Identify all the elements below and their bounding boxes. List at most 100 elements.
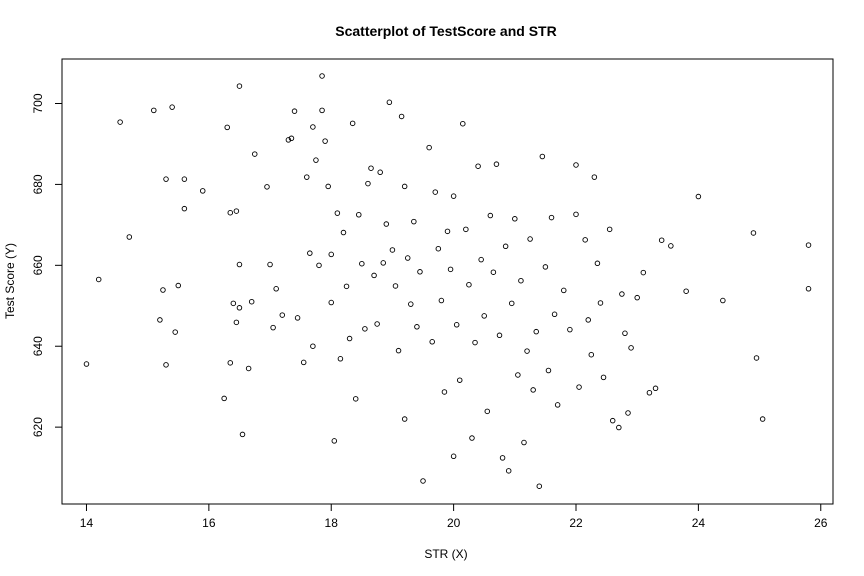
scatter-point xyxy=(533,328,539,335)
scatter-point xyxy=(285,137,292,143)
data-points xyxy=(83,73,812,489)
scatter-point xyxy=(398,113,405,120)
scatter-point xyxy=(646,390,653,396)
scatter-point xyxy=(481,313,487,319)
scatter-point xyxy=(227,209,234,216)
x-tick-label: 26 xyxy=(814,516,828,530)
scatter-point xyxy=(591,174,598,180)
scatter-point xyxy=(475,163,481,169)
y-tick-label: 660 xyxy=(31,255,45,275)
scatter-point xyxy=(460,120,466,127)
scatter-point xyxy=(668,243,674,249)
scatter-point xyxy=(447,266,454,273)
scatter-point xyxy=(539,153,546,160)
scatter-point xyxy=(456,377,463,383)
scatter-point xyxy=(805,242,812,248)
scatter-point xyxy=(420,478,426,484)
scatter-point xyxy=(365,180,371,187)
scatter-point xyxy=(469,435,475,441)
scatter-point xyxy=(622,330,628,337)
scatter-point xyxy=(450,453,457,460)
scatter-point xyxy=(426,144,432,151)
scatter-point xyxy=(441,389,448,395)
scatter-point xyxy=(463,226,469,233)
scatter-point xyxy=(334,210,341,216)
scatter-point xyxy=(273,286,279,292)
scatter-point xyxy=(374,321,380,327)
x-tick-label: 14 xyxy=(80,516,94,530)
scatter-point xyxy=(588,351,595,358)
scatter-point xyxy=(438,297,445,304)
scatter-point xyxy=(609,417,616,424)
scatter-point xyxy=(395,347,402,354)
scatter-point xyxy=(270,324,276,331)
scatter-point xyxy=(236,305,243,311)
scatter-point xyxy=(356,211,362,218)
plot-frame xyxy=(61,58,834,505)
scatter-point xyxy=(432,189,439,195)
scatter-point xyxy=(325,183,331,190)
scatter-point xyxy=(625,410,631,416)
scatter-point xyxy=(450,193,457,199)
x-tick-label: 20 xyxy=(447,516,461,530)
scatter-point xyxy=(521,439,527,446)
scatter-point xyxy=(505,468,512,474)
x-tick-label: 18 xyxy=(325,516,339,530)
scatter-point xyxy=(573,162,579,168)
scatter-point xyxy=(582,237,588,243)
scatter-point xyxy=(151,107,157,114)
scatter-point xyxy=(172,329,178,335)
scatter-point xyxy=(453,322,460,328)
scatter-point xyxy=(417,269,423,275)
scatter-point xyxy=(606,226,613,233)
scatter-point xyxy=(239,431,246,438)
scatter-point xyxy=(117,119,123,125)
scatter-point xyxy=(175,282,182,289)
scatter-point xyxy=(414,324,420,330)
scatter-point xyxy=(634,294,640,301)
scatter-point xyxy=(502,243,509,250)
scatter-point xyxy=(576,384,582,390)
y-tick-label: 620 xyxy=(31,417,45,437)
scatter-point xyxy=(524,348,530,354)
scatter-point xyxy=(380,260,387,266)
scatter-point xyxy=(567,326,573,333)
scatter-point xyxy=(435,245,442,252)
scatter-point xyxy=(392,283,399,289)
scatter-point xyxy=(267,261,273,268)
scatter-point xyxy=(221,395,227,402)
scatter-point xyxy=(163,176,169,182)
scatter-point xyxy=(310,343,316,349)
x-axis: 14 16 18 20 22 24 26 xyxy=(80,504,828,530)
scatter-point xyxy=(652,385,659,392)
scatter-point xyxy=(499,455,506,461)
scatter-point xyxy=(181,205,188,212)
scatter-point xyxy=(331,438,338,444)
scatter-point xyxy=(343,283,350,290)
scatter-point xyxy=(619,291,625,297)
scatter-point xyxy=(346,335,353,342)
scatter-point xyxy=(472,339,478,346)
scatter-point xyxy=(545,367,552,374)
scatter-point xyxy=(279,312,286,318)
scatter-point xyxy=(319,73,325,79)
scatter-point xyxy=(233,208,240,214)
scatter-point xyxy=(230,300,237,307)
scatter-point xyxy=(496,332,503,339)
scatter-point xyxy=(224,124,230,131)
scatter-point xyxy=(313,157,319,163)
scatter-point xyxy=(386,99,393,106)
y-tick-label: 700 xyxy=(31,93,45,113)
x-tick-label: 22 xyxy=(569,516,583,530)
x-tick-label: 24 xyxy=(692,516,706,530)
scatter-point xyxy=(509,300,515,307)
scatter-point xyxy=(377,169,383,176)
scatter-point xyxy=(600,374,607,381)
scatter-point xyxy=(389,247,396,253)
scatter-point xyxy=(411,218,417,225)
scatter-point xyxy=(233,319,240,326)
scatter-point xyxy=(695,193,702,200)
scatter-point xyxy=(478,256,484,263)
scatter-point xyxy=(163,362,169,368)
